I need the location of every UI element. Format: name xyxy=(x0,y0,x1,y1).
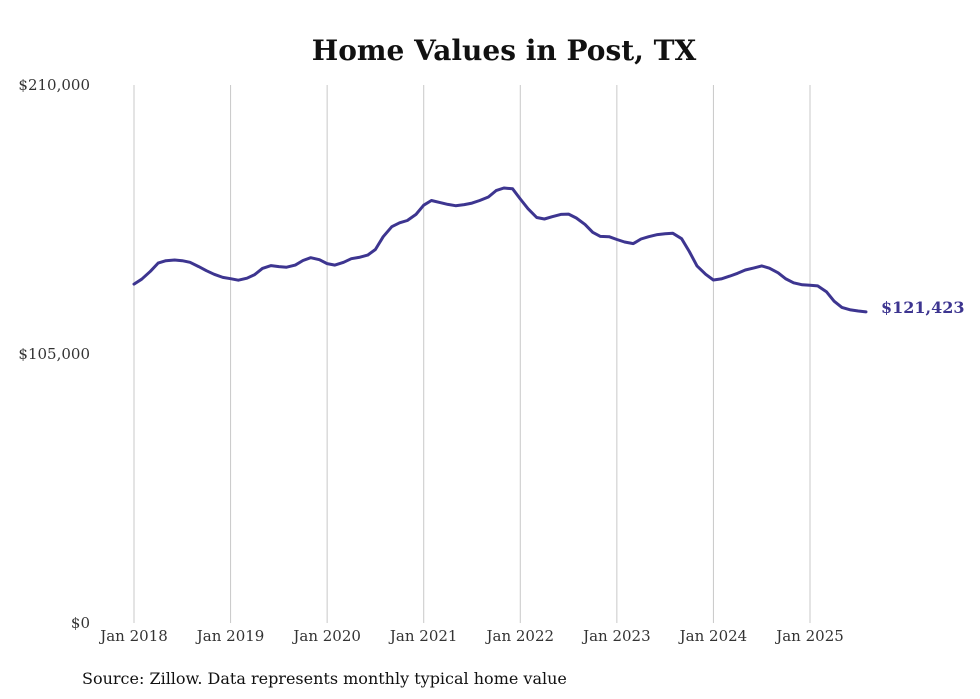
x-tick-label: Jan 2025 xyxy=(774,627,844,645)
x-tick-label: Jan 2024 xyxy=(678,627,748,645)
y-tick-label: $210,000 xyxy=(18,76,90,94)
end-value-label: $121,423 xyxy=(881,298,965,317)
gridlines xyxy=(133,85,811,623)
x-tick-label: Jan 2018 xyxy=(98,627,168,645)
x-tick-label: Jan 2022 xyxy=(485,627,555,645)
y-tick-label: $105,000 xyxy=(18,345,90,363)
source-note: Source: Zillow. Data represents monthly … xyxy=(82,669,567,688)
series-layer: $121,423 xyxy=(132,186,965,317)
x-tick-label: Jan 2020 xyxy=(291,627,361,645)
y-axis-ticks: $0 $105,000 $210,000 xyxy=(18,76,90,632)
x-tick-label: Jan 2023 xyxy=(581,627,651,645)
x-tick-label: Jan 2019 xyxy=(195,627,265,645)
y-tick-label: $0 xyxy=(71,614,90,632)
x-tick-label: Jan 2021 xyxy=(388,627,458,645)
chart-title: Home Values in Post, TX xyxy=(312,34,697,67)
series-line xyxy=(132,186,868,314)
x-axis-ticks: Jan 2018 Jan 2019 Jan 2020 Jan 2021 Jan 2022… xyxy=(98,627,844,645)
